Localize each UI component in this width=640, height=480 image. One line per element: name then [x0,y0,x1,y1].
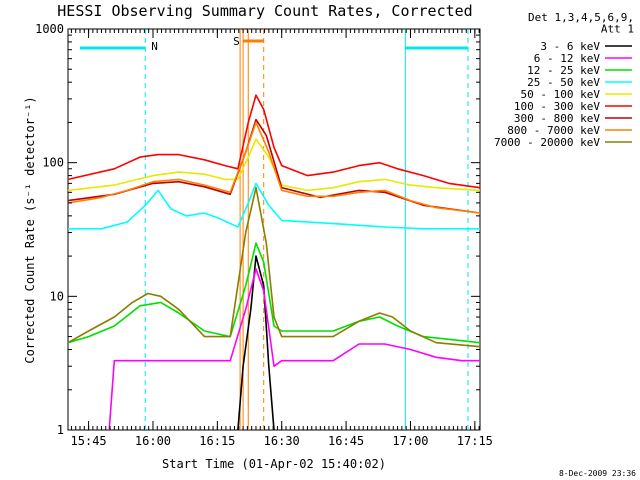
legend-entry: 3 - 6 keV [540,40,600,53]
series-line-6-12-kev [108,268,480,431]
x-tick-label: 16:00 [135,434,171,448]
series-line-7000-20000-kev [67,186,481,348]
x-tick-label: 17:15 [457,434,493,448]
legend-entry: 300 - 800 keV [514,112,600,125]
y-tick-label: 100 [42,156,64,170]
x-tick-label: 16:30 [264,434,300,448]
y-tick-label: 1 [57,423,64,437]
legend-header: Det 1,3,4,5,6,9, [528,11,634,24]
y-tick-label: 1000 [35,22,64,36]
saa-label: S [233,35,240,48]
series-line-100-300-kev [67,94,481,189]
legend-entry: 7000 - 20000 keV [494,136,600,149]
legend-entry: 50 - 100 keV [521,88,601,101]
legend-entry: 6 - 12 keV [534,52,601,65]
legend-entry: 800 - 7000 keV [507,124,600,137]
night-label: N [151,40,158,53]
plot-frame [67,28,481,431]
series-line-3-6-kev [237,255,275,431]
series-line-25-50-kev [68,182,480,230]
x-axis-label: Start Time (01-Apr-02 15:40:02) [162,457,386,471]
y-axis: 1 10 100 1000 [35,22,480,437]
series-line-50-100-kev [67,138,481,192]
legend-header: Att 1 [601,23,634,36]
chart-title: HESSI Observing Summary Count Rates, Cor… [57,2,472,20]
x-tick-label: 15:45 [71,434,107,448]
y-tick-label: 10 [50,289,64,303]
x-tick-label: 16:15 [199,434,235,448]
legend-entry: 100 - 300 keV [514,100,600,113]
series-line-800-7000-kev [67,121,481,214]
footer-date: 8-Dec-2009 23:36 [559,469,636,478]
legend-entry: 25 - 50 keV [527,76,600,89]
series-layer [67,94,481,431]
legend-entry: 12 - 25 keV [527,64,600,77]
x-axis: 15:45 16:00 16:15 16:30 16:45 17:00 17:15 [71,29,493,448]
y-axis-label: Corrected Count Rate (s⁻¹ detector⁻¹) [23,96,37,363]
x-tick-label: 17:00 [392,434,428,448]
series-line-12-25-kev [67,242,481,344]
x-tick-label: 16:45 [328,434,364,448]
